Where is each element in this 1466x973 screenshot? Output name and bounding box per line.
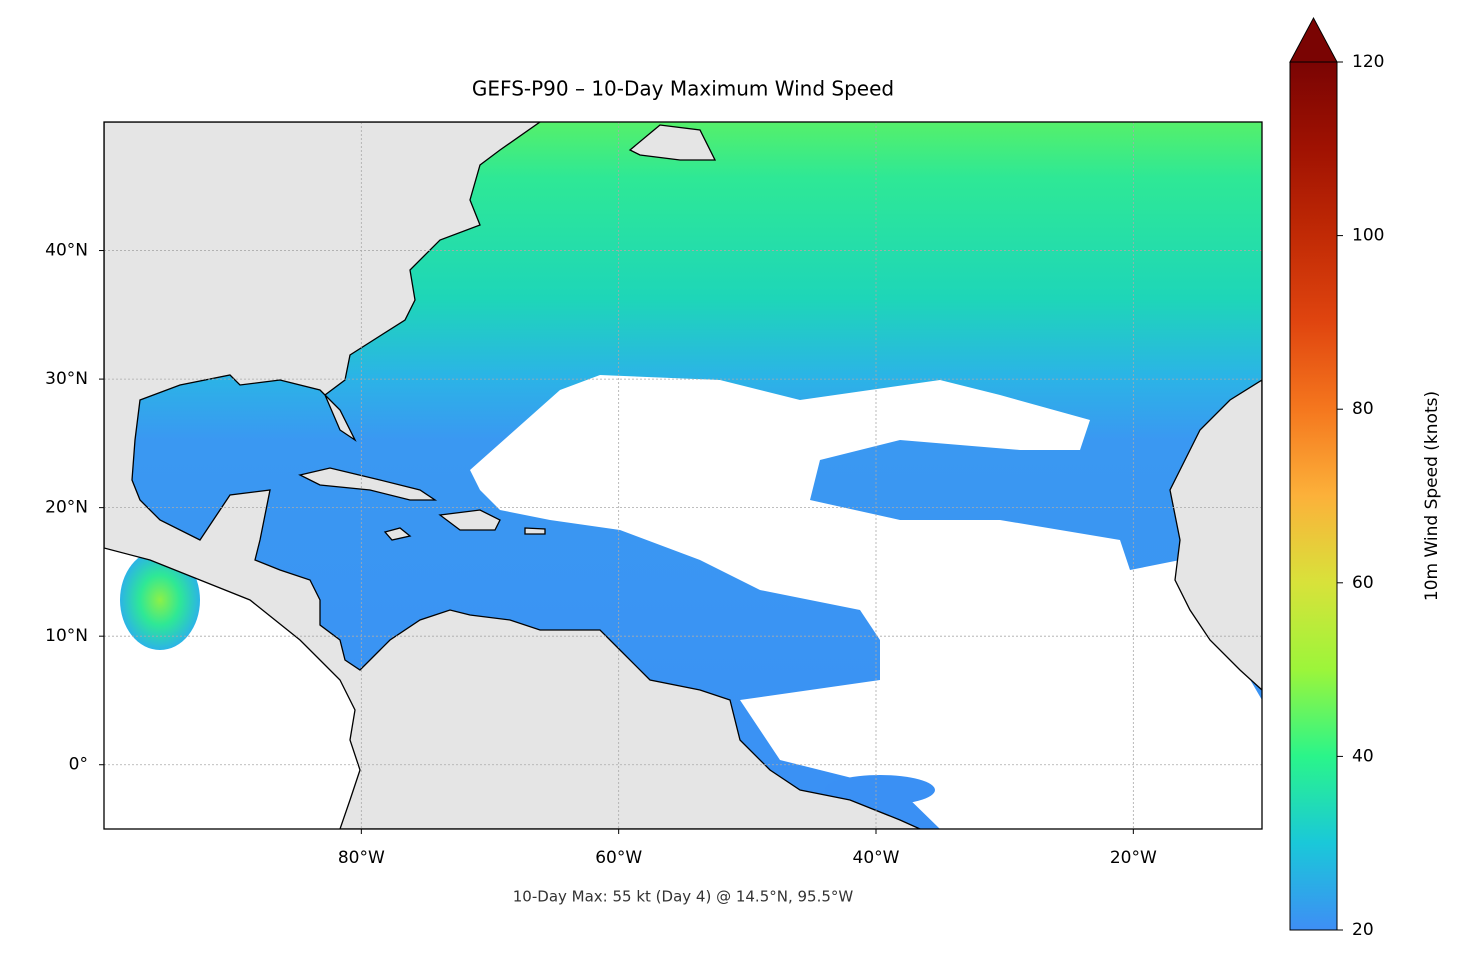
africa [1169,379,1262,691]
colorbar-label: 10m Wind Speed (knots) [1422,391,1442,601]
annotation: 10-Day Max: 55 kt (Day 4) @ 14.5°N, 95.5… [513,888,854,906]
puerto-rico [524,527,546,535]
map-area [104,122,1262,829]
lon-tick-label: 20°W [1110,848,1157,868]
lon-tick-label: 60°W [595,848,642,868]
cuba [298,467,438,501]
lat-tick-label: 20°N [45,498,88,518]
map-frame [103,121,1263,830]
map-title: GEFS-P90 – 10-Day Maximum Wind Speed [472,77,894,101]
colorbar-tick-label: 60 [1352,573,1374,593]
lat-tick-label: 10°N [45,626,88,646]
wind-patch [825,775,935,805]
lon-tick-label: 80°W [338,848,385,868]
lat-tick-label: 30°N [45,369,88,389]
jamaica [383,527,412,541]
colorbar [1289,61,1338,931]
colorbar-tick-label: 20 [1352,920,1374,940]
lat-tick-label: 40°N [45,241,88,261]
lon-tick-label: 40°W [853,848,900,868]
hispaniola [438,509,501,531]
wind-maximum [120,550,200,650]
newfoundland [628,124,717,161]
colorbar-tick-label: 120 [1352,52,1384,72]
calm-area [470,375,1262,829]
colorbar-tick-label: 80 [1352,399,1374,419]
americas [104,122,921,829]
lat-tick-label: 0° [69,755,88,775]
colorbar-tick-label: 40 [1352,746,1374,766]
colorbar-tick-label: 100 [1352,226,1384,246]
colorbar-extension [1289,16,1338,63]
